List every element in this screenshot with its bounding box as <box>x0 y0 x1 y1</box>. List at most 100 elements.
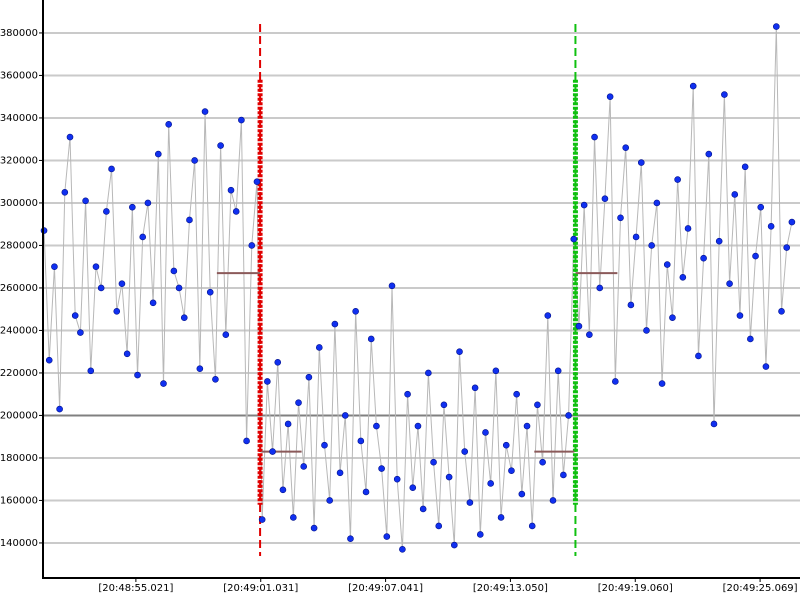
data-point <box>97 284 105 292</box>
y-tick-label: 320000 <box>0 155 38 166</box>
data-point <box>336 469 344 477</box>
data-point <box>186 216 193 224</box>
data-point <box>196 365 204 372</box>
data-point <box>217 142 224 149</box>
data-point <box>767 223 775 230</box>
data-point <box>627 301 635 309</box>
data-point <box>362 488 370 496</box>
data-point <box>492 367 500 375</box>
data-point <box>144 199 152 207</box>
data-point <box>326 497 333 504</box>
data-point <box>393 475 401 483</box>
data-point <box>747 335 754 343</box>
data-point <box>752 252 759 260</box>
data-point <box>471 384 479 392</box>
data-point <box>232 208 240 215</box>
y-tick-label: 240000 <box>0 325 38 336</box>
x-tick-label: [20:48:55.021] <box>98 583 173 594</box>
data-point <box>622 144 630 151</box>
data-point <box>778 308 785 315</box>
y-tick-label: 220000 <box>0 368 38 379</box>
data-point <box>632 233 640 241</box>
data-point <box>284 420 292 428</box>
y-tick-label: 280000 <box>0 240 38 251</box>
data-point <box>414 422 422 430</box>
data-point <box>700 254 707 262</box>
data-point <box>238 116 245 124</box>
data-point <box>347 535 354 542</box>
data-point <box>290 514 297 521</box>
data-point <box>773 23 780 30</box>
data-point <box>617 214 624 222</box>
data-point <box>528 522 536 530</box>
data-point <box>586 331 593 338</box>
data-point <box>565 412 572 419</box>
data-point <box>596 284 604 292</box>
data-point <box>487 480 494 487</box>
data-point <box>66 133 74 141</box>
data-point <box>139 233 147 241</box>
y-tick-label: 380000 <box>0 28 38 39</box>
data-point <box>425 369 432 377</box>
data-point <box>331 320 339 328</box>
data-point <box>295 399 302 406</box>
data-point <box>248 242 256 249</box>
data-point <box>544 312 552 319</box>
data-point <box>695 352 702 360</box>
data-point <box>580 201 588 209</box>
data-point <box>191 157 198 164</box>
data-point <box>575 322 583 330</box>
data-point <box>383 533 391 540</box>
data-point <box>71 312 79 319</box>
data-point <box>56 405 63 413</box>
data-point <box>663 261 671 268</box>
data-point <box>726 280 733 287</box>
data-point <box>61 189 69 196</box>
data-point <box>689 82 697 90</box>
data-point <box>508 467 515 474</box>
data-point <box>653 199 661 207</box>
data-point <box>404 390 411 398</box>
data-point <box>206 288 214 296</box>
data-point <box>715 237 723 245</box>
y-tick-label: 360000 <box>0 70 38 81</box>
data-point <box>180 314 188 321</box>
data-point <box>315 344 323 351</box>
data-point <box>757 203 765 211</box>
data-point <box>570 235 578 243</box>
y-tick-label: 260000 <box>0 283 38 294</box>
data-point <box>160 380 167 387</box>
data-point <box>222 331 230 338</box>
data-point <box>440 401 448 409</box>
data-point <box>212 376 219 383</box>
data-point <box>648 242 655 249</box>
data-point <box>637 159 645 166</box>
x-tick-label: [20:49:25.069] <box>723 583 798 594</box>
data-point <box>435 522 443 530</box>
data-point <box>456 348 463 355</box>
data-point <box>601 195 609 202</box>
data-point <box>419 505 427 513</box>
data-point <box>82 197 89 205</box>
data-point <box>243 437 250 445</box>
data-point <box>87 367 95 375</box>
x-tick-label: [20:49:01.031] <box>223 583 298 594</box>
data-point <box>118 280 126 287</box>
data-point <box>445 473 453 481</box>
y-tick-label: 140000 <box>0 538 38 549</box>
data-point <box>736 312 744 319</box>
data-point <box>341 412 349 419</box>
data-point <box>513 390 520 398</box>
data-point <box>264 378 271 385</box>
data-point <box>684 225 692 232</box>
data-point <box>253 178 261 185</box>
data-point <box>731 191 739 198</box>
data-point <box>373 422 380 430</box>
data-point <box>658 380 666 387</box>
x-tick-label: [20:49:13.050] <box>473 583 548 594</box>
data-point <box>154 150 162 158</box>
data-point <box>554 367 562 375</box>
data-point <box>497 514 505 521</box>
data-point <box>679 274 687 281</box>
x-tick-label: [20:49:07.041] <box>348 583 423 594</box>
